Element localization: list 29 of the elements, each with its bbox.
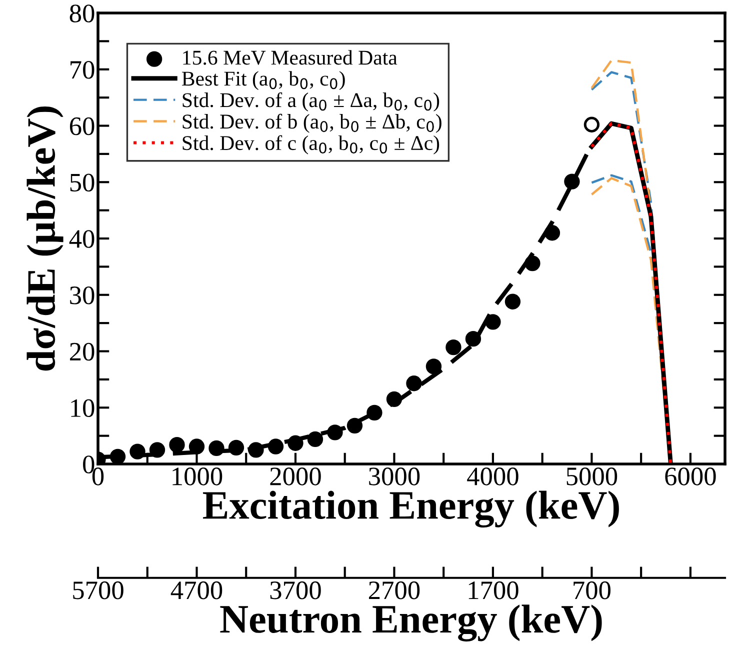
legend-label: Std. Dev. of c (a$_{0}$, b$_{0}$, c$_{0}$ ± Δc) xyxy=(182,135,440,154)
y-axis-title: dσ/dE (μb/keV) xyxy=(26,106,64,371)
x2-tick-label: 700 xyxy=(574,581,610,600)
y-tick-label: 70 xyxy=(70,60,94,79)
x2-tick-label: 5700 xyxy=(73,581,124,600)
x2-tick-label: 1700 xyxy=(468,581,518,600)
y-tick-label: 40 xyxy=(69,230,94,248)
x-tick-label: 2000 xyxy=(270,468,321,486)
legend-label: Std. Dev. of b (a$_{0}$, b$_{0}$ ± Δb, c$_{0}$) xyxy=(182,114,442,133)
x-tick-label: 1000 xyxy=(172,468,222,486)
x-tick-label: 3000 xyxy=(369,468,420,486)
x2-tick-label: 4700 xyxy=(170,581,222,600)
x-tick-label: 5000 xyxy=(566,468,618,486)
x-tick-label: 6000 xyxy=(665,468,716,486)
y-tick-label: 0 xyxy=(83,456,94,474)
x-tick-label: 4000 xyxy=(467,468,518,486)
y-tick-label: 10 xyxy=(71,399,94,418)
y-tick-label: 80 xyxy=(70,4,94,22)
y-tick-label: 20 xyxy=(70,342,94,361)
x-axis-title: Excitation Energy (keV) xyxy=(202,490,619,528)
y-tick-label: 30 xyxy=(70,286,94,304)
legend-label: 15.6 MeV Measured Data xyxy=(183,50,398,65)
x2-tick-label: 2700 xyxy=(368,581,420,600)
x2-axis-title: Neutron Energy (keV) xyxy=(220,604,602,642)
y-tick-label: 50 xyxy=(70,174,94,192)
x2-tick-label: 3700 xyxy=(270,581,321,600)
legend-label: Best Fit (a$_{0}$, b$_{0}$, c$_{0}$) xyxy=(182,71,345,90)
legend-label: Std. Dev. of a (a$_{0}$ ± Δa, b$_{0}$, c$_{0}$) xyxy=(182,92,440,112)
y-tick-label: 60 xyxy=(70,117,94,136)
